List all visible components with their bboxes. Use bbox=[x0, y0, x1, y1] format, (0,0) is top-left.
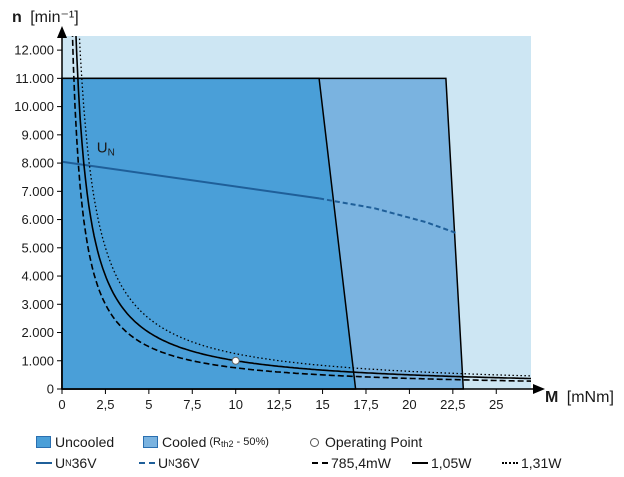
operating-point bbox=[231, 356, 240, 365]
un-curve-label: UN bbox=[97, 139, 115, 158]
y-tick-label: 10.000 bbox=[14, 99, 54, 114]
y-tick-label: 12.000 bbox=[14, 43, 54, 58]
y-tick-label: 7.000 bbox=[21, 184, 54, 199]
y-tick-label: 11.000 bbox=[15, 71, 54, 86]
y-axis-label: n [min⁻¹] bbox=[12, 9, 79, 26]
y-tick-label: 4.000 bbox=[21, 269, 54, 284]
legend-operating-point-label: Operating Point bbox=[325, 434, 423, 450]
y-tick-label: 5.000 bbox=[21, 240, 54, 255]
plot-area: UN bbox=[61, 36, 531, 390]
operating-point-icon bbox=[310, 437, 319, 447]
x-tick-label: 2,5 bbox=[96, 397, 114, 412]
power-curve-1 bbox=[71, 36, 531, 382]
x-tick-label: 7,5 bbox=[183, 397, 201, 412]
power-1-swatch bbox=[312, 462, 328, 464]
legend-operating-point: Operating Point bbox=[310, 434, 422, 450]
uncooled-swatch bbox=[36, 436, 51, 448]
legend-cooled-label: Cooled bbox=[162, 434, 207, 450]
chart: UN 0 2,5 5 7,5 10 12,5 15 17,5 20 22,5 25 0 1.000 2.0… bbox=[12, 9, 614, 412]
x-axis-label: M [mNm] bbox=[545, 389, 614, 406]
legend-power-3: 1,31W bbox=[502, 455, 561, 471]
y-axis-label-unit: [min⁻¹] bbox=[30, 9, 78, 26]
x-axis-label-unit: [mNm] bbox=[567, 389, 614, 406]
y-axis-label-symbol: n bbox=[12, 9, 22, 26]
legend-cooled-note: (Rth2 - 50%) bbox=[209, 435, 269, 449]
un-curve-label-main: U bbox=[97, 139, 108, 156]
un-dashed-swatch bbox=[139, 462, 155, 464]
x-tick-label: 17,5 bbox=[353, 397, 378, 412]
power-3-swatch bbox=[502, 462, 518, 464]
legend-uncooled: Uncooled bbox=[36, 434, 114, 450]
x-tick-label: 25 bbox=[489, 397, 503, 412]
un-curve-solid bbox=[61, 160, 320, 200]
y-tick-label: 1.000 bbox=[21, 353, 54, 368]
uncooled-region bbox=[61, 77, 357, 390]
legend-power-1-label: 785,4mW bbox=[331, 455, 391, 471]
un-solid-swatch bbox=[36, 462, 52, 464]
x-tick-label: 12,5 bbox=[266, 397, 291, 412]
x-tick-label: 22,5 bbox=[440, 397, 465, 412]
legend-row-regions: Uncooled Cooled (Rth2 - 50%) Operating P… bbox=[36, 434, 616, 452]
x-tick-label: 20 bbox=[402, 397, 416, 412]
x-axis-label-symbol: M bbox=[545, 389, 558, 406]
y-tick-label: 6.000 bbox=[21, 212, 54, 227]
legend-uncooled-label: Uncooled bbox=[55, 434, 115, 450]
y-tick-label: 9.000 bbox=[21, 127, 54, 142]
power-curve-3 bbox=[78, 36, 531, 377]
y-tick-label: 0 bbox=[47, 382, 54, 397]
x-tick-label: 10 bbox=[228, 397, 242, 412]
y-axis-arrow bbox=[57, 26, 67, 38]
y-tick-label: 8.000 bbox=[21, 156, 54, 171]
power-2-swatch bbox=[412, 462, 428, 464]
un-curve-dashed bbox=[318, 197, 459, 235]
x-tick-label: 15 bbox=[315, 397, 329, 412]
power-curves bbox=[71, 36, 531, 382]
x-tick-label: 0 bbox=[58, 397, 65, 412]
legend-power-2: 1,05W bbox=[412, 455, 471, 471]
y-tick-label: 3.000 bbox=[21, 297, 54, 312]
legend-power-3-label: 1,31W bbox=[521, 455, 562, 471]
axes: 0 2,5 5 7,5 10 12,5 15 17,5 20 22,5 25 0 1.000 2.000 3… bbox=[14, 26, 545, 412]
power-curve-2 bbox=[75, 36, 531, 380]
y-tick-label: 2.000 bbox=[21, 325, 54, 340]
legend-cooled: Cooled (Rth2 - 50%) bbox=[143, 434, 269, 450]
cooled-swatch bbox=[143, 436, 158, 448]
x-axis-arrow bbox=[533, 384, 545, 394]
legend-power-1: 785,4mW bbox=[312, 455, 391, 471]
un-curve-label-sub: N bbox=[108, 147, 115, 158]
legend-power-2-label: 1,05W bbox=[431, 455, 472, 471]
x-tick-label: 5 bbox=[145, 397, 152, 412]
